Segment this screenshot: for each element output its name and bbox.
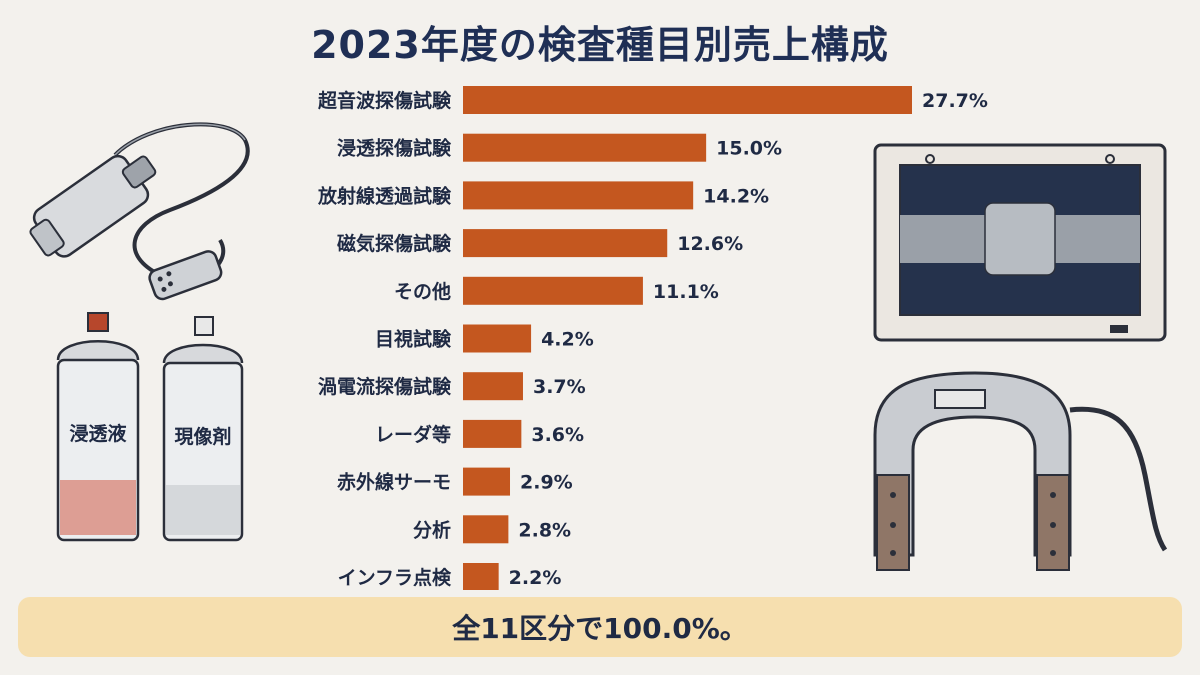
bar	[463, 133, 707, 162]
magnetic-yoke-icon	[873, 371, 1168, 571]
value-label: 15.0%	[716, 138, 782, 160]
value-label: 14.2%	[703, 185, 769, 207]
category-label: 分析	[413, 518, 451, 541]
value-label: 3.7%	[533, 376, 586, 398]
value-label: 27.7%	[922, 90, 988, 112]
bar	[463, 86, 912, 114]
value-label: 2.8%	[518, 519, 571, 541]
bar	[463, 324, 532, 353]
bar	[463, 276, 643, 305]
category-label: レーダ等	[375, 423, 451, 446]
category-label: 浸透探傷試験	[337, 137, 452, 160]
bar	[463, 372, 523, 401]
can-label-penetrant: 浸透液	[69, 422, 127, 445]
category-label: 渦電流探傷試験	[318, 375, 452, 398]
bar	[463, 563, 499, 590]
category-label: 目視試験	[375, 328, 452, 351]
ultrasonic-probe-icon	[29, 122, 250, 301]
xray-viewer-icon	[873, 143, 1167, 342]
bar	[463, 419, 522, 448]
category-label: 超音波探傷試験	[317, 89, 452, 112]
value-label: 2.9%	[520, 472, 573, 494]
bar	[463, 467, 511, 496]
category-label: 磁気探傷試験	[337, 232, 452, 255]
category-label: その他	[394, 280, 451, 303]
category-label: インフラ点検	[338, 566, 452, 589]
value-label: 11.1%	[653, 281, 719, 303]
category-label: 放射線透過試験	[317, 184, 452, 207]
value-label: 12.6%	[677, 233, 743, 255]
bar-chart: 超音波探傷試験 27.7% 浸透探傷試験 15.0% 放射線透過試験 14.2% 磁気探傷試…	[317, 86, 988, 590]
summary-banner: 全11区分で100.0%。	[18, 597, 1182, 657]
value-label: 3.6%	[531, 424, 584, 446]
bar	[463, 181, 694, 210]
bar	[463, 229, 668, 258]
spray-cans-icon: 浸透液 現像剤	[56, 312, 244, 542]
value-label: 4.2%	[541, 329, 594, 351]
category-label: 赤外線サーモ	[337, 471, 451, 494]
bar	[463, 515, 509, 544]
can-label-developer: 現像剤	[174, 425, 231, 448]
chart-title: 2023年度の検査種目別売上構成	[311, 23, 889, 67]
value-label: 2.2%	[509, 567, 562, 589]
